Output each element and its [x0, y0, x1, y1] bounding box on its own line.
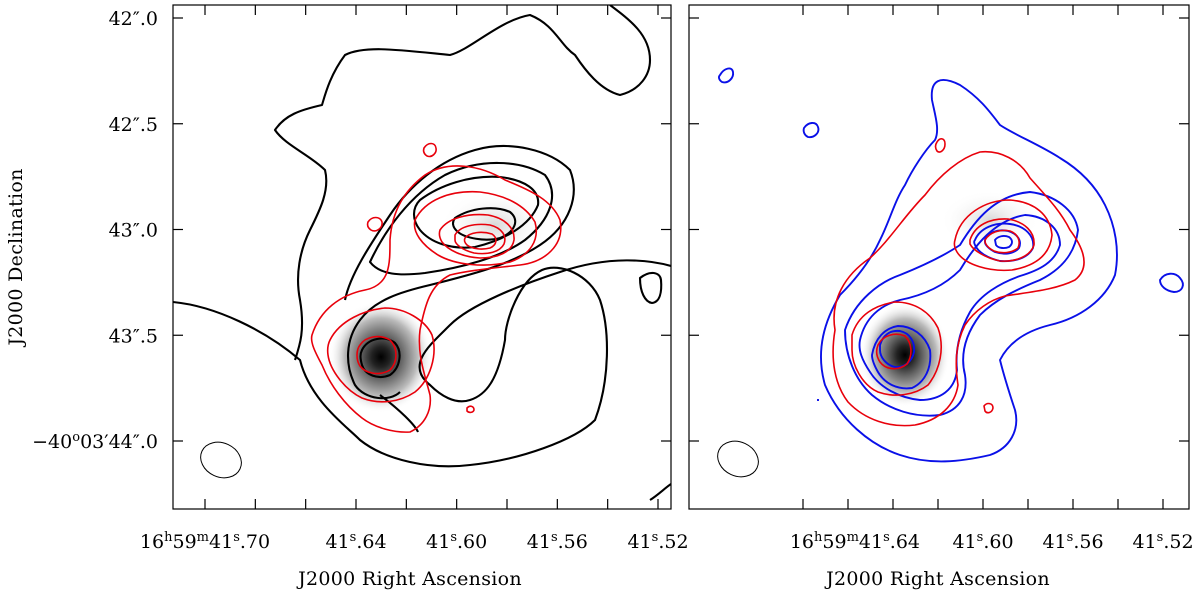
left-panel: 16h59m41s.70 41s.64 41s.60 41s.56 41s.52 42″…	[5, 4, 689, 590]
left-red-contour-2	[326, 307, 435, 403]
right-beam-ellipse	[717, 440, 759, 478]
right-blue-contour-3	[858, 214, 1061, 401]
left-black-contour-right	[638, 271, 663, 305]
right-x-tick-label: 41s.52	[1132, 530, 1193, 554]
right-x-tick-label: 41s.60	[952, 530, 1013, 554]
right-blue-contour-4	[871, 325, 932, 390]
right-red-contour-3	[953, 199, 1053, 272]
left-red-contour-3	[413, 190, 537, 266]
left-x-tick-label: 16h59m41s.70	[140, 530, 270, 554]
left-red-contours	[310, 142, 562, 433]
left-red-contour-peak	[356, 335, 397, 375]
right-plot-area	[717, 67, 1184, 478]
right-red-contour-outer	[832, 151, 1085, 427]
left-y-tick-label: 42″.5	[109, 114, 158, 136]
left-x-ticks: 16h59m41s.70 41s.64 41s.60 41s.56 41s.52	[140, 5, 689, 553]
right-frame	[688, 4, 1190, 510]
right-blue-contour-island3	[1159, 272, 1184, 293]
left-black-contours	[173, 5, 671, 501]
left-y-tick-label: −40o03′44″.0	[32, 430, 158, 454]
left-beam-ellipse	[200, 441, 242, 479]
right-red-contour-2	[851, 301, 942, 396]
left-red-contour-small2	[366, 216, 383, 232]
left-black-contour-inner2	[412, 175, 540, 249]
right-gray-peak	[860, 303, 950, 407]
right-x-ticks: 16h59m41s.64 41s.60 41s.56 41s.52	[790, 5, 1194, 553]
right-blue-contour-island1	[718, 67, 735, 84]
right-x-axis-label: J2000 Right Ascension	[824, 568, 1050, 590]
left-black-contour-peak	[359, 337, 401, 379]
left-x-tick-label: 41s.64	[325, 530, 386, 554]
left-red-contour-small3	[466, 405, 475, 414]
left-y-tick-label: 42″.0	[109, 8, 158, 30]
right-red-contour-5	[984, 229, 1020, 254]
right-red-contour-small2	[983, 402, 994, 414]
left-plot-area	[173, 5, 671, 501]
right-blue-contour-outer	[820, 79, 1118, 463]
left-red-contour-small1	[422, 142, 437, 158]
left-x-tick-label: 41s.52	[627, 530, 688, 554]
left-red-contour-outer	[310, 165, 562, 433]
right-blue-contour-2	[844, 191, 1079, 417]
right-red-contour-4	[969, 218, 1035, 262]
left-x-tick-label: 41s.60	[426, 530, 487, 554]
left-x-tick-label: 41s.56	[527, 530, 588, 554]
right-blue-contour-island2	[802, 122, 820, 139]
left-black-contour-top	[273, 5, 652, 361]
left-black-contour-corner	[649, 483, 671, 501]
left-black-contour-inner1	[368, 161, 554, 276]
left-red-contour-4	[438, 213, 515, 259]
right-red-contours	[832, 138, 1085, 427]
left-red-contour-5	[454, 223, 506, 255]
left-y-tick-label: 43″.5	[109, 325, 158, 347]
left-y-ticks: 42″.0 42″.5 43″.0 43″.5 −40o03′44″.0	[32, 8, 671, 453]
right-x-tick-label: 16h59m41s.64	[790, 530, 920, 554]
left-black-contour-inner3	[451, 207, 517, 241]
left-x-axis-label: J2000 Right Ascension	[296, 568, 522, 590]
right-x-tick-label: 41s.56	[1042, 530, 1103, 554]
right-panel: 16h59m41s.64 41s.60 41s.56 41s.52 J2000 Rig…	[688, 4, 1194, 590]
y-axis-label: J2000 Declination	[5, 168, 27, 347]
right-blue-contours	[718, 67, 1184, 463]
left-frame	[172, 4, 672, 510]
left-y-tick-label: 43″.0	[109, 220, 158, 242]
right-y-ticks	[689, 17, 1189, 442]
right-red-contour-small1	[934, 138, 946, 153]
right-blue-contour-8	[994, 235, 1013, 249]
left-black-contour-outer	[173, 259, 671, 468]
right-red-contour-peak	[875, 333, 912, 370]
left-black-contour-peak-wing	[379, 394, 419, 433]
left-red-contour-6	[463, 231, 497, 250]
